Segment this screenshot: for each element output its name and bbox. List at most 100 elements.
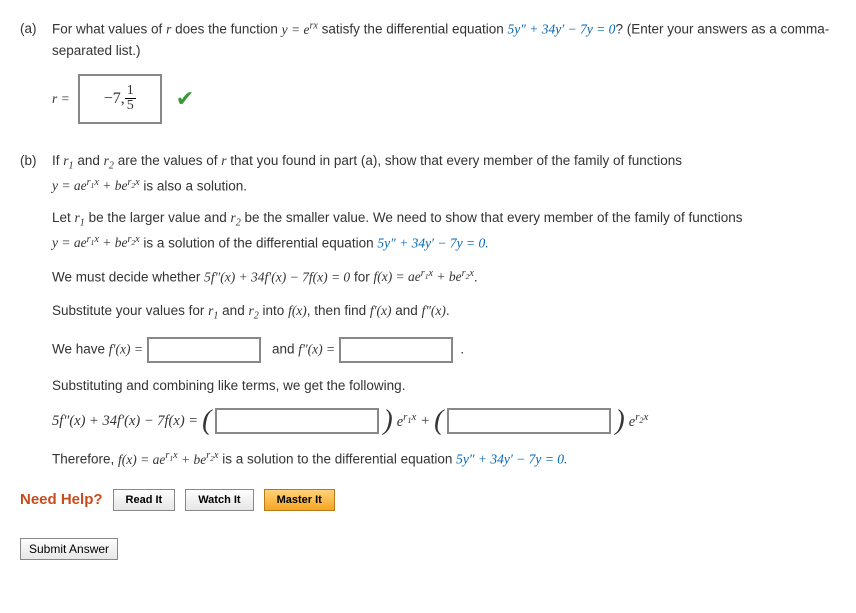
p6-fp: f′(x) = <box>109 341 143 356</box>
p5-fpx: f′(x) <box>370 303 392 318</box>
qa-text-3: satisfy the differential equation <box>318 22 508 37</box>
input-fprime[interactable] <box>147 337 261 363</box>
b1-r2: r2 <box>104 153 114 168</box>
part-a-question: For what values of r does the function y… <box>52 18 836 62</box>
part-b-body: Let r1 be the larger value and r2 be the… <box>52 207 836 471</box>
p9-exp1: r1x <box>165 450 177 461</box>
qa-de: 5y″ + 34y′ − 7y = 0 <box>508 22 616 37</box>
p5-dot: . <box>446 303 450 318</box>
b-p5: Substitute your values for r1 and r2 int… <box>52 300 836 325</box>
p3-be: + be <box>99 235 128 250</box>
p3-ae: y = ae <box>52 235 87 250</box>
qa-text-1: For what values of <box>52 22 166 37</box>
submit-answer-button[interactable]: Submit Answer <box>20 538 118 560</box>
need-help-row: Need Help? Read It Watch It Master It <box>20 488 836 512</box>
qa-fn-base: y = e <box>282 22 310 37</box>
p4-eq: 5f″(x) + 34f′(x) − 7f(x) = 0 <box>204 269 350 284</box>
qa-fn: y = erx <box>282 22 318 37</box>
p3-exp1: r1x <box>87 234 99 245</box>
p4-end: . <box>474 269 478 284</box>
b1-r1: r1 <box>63 153 73 168</box>
b-p6: We have f′(x) = and f″(x) = . <box>52 337 836 363</box>
b-p2: Let r1 be the larger value and r2 be the… <box>52 207 836 254</box>
p5-c: , then find <box>307 303 370 318</box>
ans-neg7: −7, <box>104 86 125 112</box>
p9-fx: f(x) = aer1x + ber2x <box>118 452 218 467</box>
b-p9: Therefore, f(x) = aer1x + ber2x is a sol… <box>52 448 836 470</box>
p8-e2-exp: r2x <box>635 411 648 423</box>
p5-a: Substitute your values for <box>52 303 208 318</box>
p4-a: We must decide whether <box>52 269 204 284</box>
p2-r1: r1 <box>75 210 85 225</box>
b-p4: We must decide whether 5f″(x) + 34f′(x) … <box>52 266 836 288</box>
part-a: (a) For what values of r does the functi… <box>20 18 836 62</box>
check-icon: ✔ <box>176 81 194 116</box>
p6-fpp: f″(x) = <box>298 341 335 356</box>
p9-exp2: r2x <box>206 450 218 461</box>
p4-fx: f(x) = aer1x + ber2x <box>373 269 473 284</box>
input-coef1[interactable] <box>215 408 379 434</box>
frac-num: 1 <box>125 84 136 99</box>
b1-c: are the values of <box>114 153 221 168</box>
p3-fn: y = aer1x + ber2x <box>52 235 140 250</box>
p3-exp2: r2x <box>127 234 139 245</box>
part-b-intro: If r1 and r2 are the values of r that yo… <box>52 150 836 197</box>
b1-a: If <box>52 153 63 168</box>
watch-it-button[interactable]: Watch It <box>185 489 253 511</box>
b2-exp1: r1x <box>87 177 99 188</box>
p2-a: Let <box>52 210 75 225</box>
part-a-answer-row: r = −7, 1 5 ✔ <box>52 74 836 124</box>
input-coef2[interactable] <box>447 408 611 434</box>
p6-and: and <box>272 341 298 356</box>
qa-fn-exp: rx <box>310 20 318 31</box>
part-a-label: (a) <box>20 18 52 40</box>
b1-d: that you found in part (a), show that ev… <box>227 153 682 168</box>
p4-b: for <box>350 269 373 284</box>
p4-exp1: r1x <box>421 268 433 279</box>
b-p7: Substituting and combining like terms, w… <box>52 375 836 397</box>
answer-input-a[interactable]: −7, 1 5 <box>78 74 162 124</box>
p8-plus: + <box>420 410 430 433</box>
part-b: (b) If r1 and r2 are the values of r tha… <box>20 150 836 197</box>
p8-e1x: x <box>411 411 416 423</box>
p9-ae: f(x) = ae <box>118 452 165 467</box>
p2-c: be the smaller value. We need to show th… <box>241 210 743 225</box>
b2-fn: y = aer1x + ber2x <box>52 178 140 193</box>
p2-b: be the larger value and <box>85 210 231 225</box>
b2-end: is also a solution. <box>140 178 247 193</box>
b2-exp2: r2x <box>127 177 139 188</box>
b-p8: 5f″(x) + 34f′(x) − 7f(x) = ( ) er1x + ( … <box>52 408 836 434</box>
frac-den: 5 <box>125 99 136 113</box>
input-fdoubleprime[interactable] <box>339 337 453 363</box>
b2-be: + be <box>99 178 128 193</box>
b1-b: and <box>74 153 104 168</box>
p4-be: + be <box>433 269 462 284</box>
p3-de: 5y″ + 34y′ − 7y = 0. <box>377 235 488 250</box>
p5-r2: r2 <box>248 303 258 318</box>
p8-e1: er1x <box>397 409 417 434</box>
p5-r1: r1 <box>208 303 218 318</box>
master-it-button[interactable]: Master It <box>264 489 335 511</box>
r-equals: r = <box>52 88 70 110</box>
p8-lhs: 5f″(x) + 34f′(x) − 7f(x) = <box>52 410 198 433</box>
p9-a: Therefore, <box>52 452 118 467</box>
p5-fx: f(x) <box>288 303 307 318</box>
p3-end: is a solution of the differential equati… <box>140 235 378 250</box>
qa-text-2: does the function <box>171 22 281 37</box>
read-it-button[interactable]: Read It <box>113 489 176 511</box>
p5-fppx: f″(x) <box>422 303 446 318</box>
p5-b: into <box>259 303 288 318</box>
p8-e2x: x <box>644 411 649 423</box>
p8-e2: er2x <box>629 409 649 434</box>
p8-e1-exp: r1x <box>403 411 416 423</box>
p4-exp2: r2x <box>462 268 474 279</box>
p2-r2: r2 <box>230 210 240 225</box>
p9-de: 5y″ + 34y′ − 7y = 0. <box>456 452 567 467</box>
p4-ae: f(x) = ae <box>373 269 420 284</box>
p5-and: and <box>218 303 248 318</box>
p9-b: is a solution to the differential equati… <box>218 452 456 467</box>
ans-frac: 1 5 <box>125 84 136 113</box>
p5-d: and <box>392 303 422 318</box>
b2-ae: y = ae <box>52 178 87 193</box>
need-help-label: Need Help? <box>20 488 103 512</box>
